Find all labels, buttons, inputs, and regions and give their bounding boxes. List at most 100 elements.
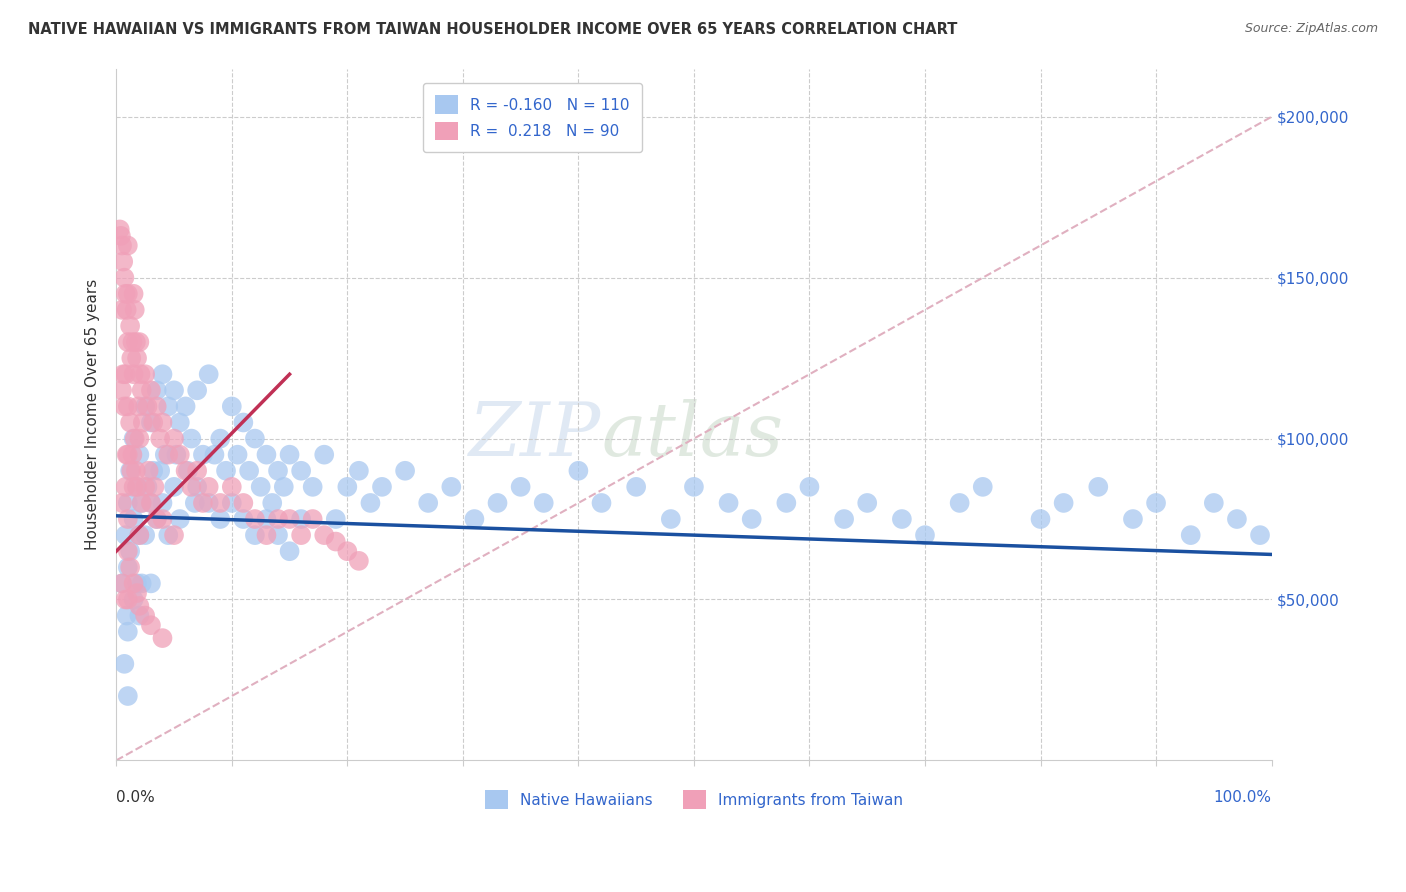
Point [112, 368, 135, 382]
Point [117, 512, 139, 526]
Point [180, 432, 202, 446]
Point [972, 480, 994, 494]
Point [117, 689, 139, 703]
Point [191, 496, 214, 510]
Point [132, 416, 155, 430]
Point [336, 480, 359, 494]
Point [394, 464, 416, 478]
Point [1122, 512, 1144, 526]
Point [134, 400, 156, 414]
Point [125, 586, 148, 600]
Point [336, 544, 359, 558]
Text: Source: ZipAtlas.com: Source: ZipAtlas.com [1244, 22, 1378, 36]
Point [128, 334, 150, 349]
Point [110, 228, 132, 243]
Text: atlas: atlas [602, 399, 783, 472]
Point [290, 464, 312, 478]
Point [128, 599, 150, 613]
Point [856, 496, 879, 510]
Point [157, 448, 180, 462]
Point [139, 618, 162, 632]
Point [463, 512, 485, 526]
Point [209, 512, 232, 526]
Point [180, 480, 202, 494]
Point [128, 448, 150, 462]
Point [799, 480, 821, 494]
Point [115, 302, 138, 317]
Point [914, 528, 936, 542]
Point [163, 480, 186, 494]
Point [117, 238, 139, 252]
Point [131, 384, 153, 398]
Point [290, 528, 312, 542]
Point [186, 384, 208, 398]
Point [117, 286, 139, 301]
Point [125, 334, 148, 349]
Point [134, 368, 156, 382]
Point [139, 496, 162, 510]
Point [139, 416, 162, 430]
Point [359, 496, 381, 510]
Point [125, 480, 148, 494]
Point [591, 496, 613, 510]
Point [440, 480, 463, 494]
Point [314, 528, 336, 542]
Point [124, 432, 146, 446]
Point [683, 480, 706, 494]
Point [197, 480, 219, 494]
Point [111, 496, 134, 510]
Point [174, 400, 197, 414]
Point [177, 464, 200, 478]
Point [186, 464, 208, 478]
Point [153, 448, 176, 462]
Point [145, 384, 167, 398]
Point [256, 512, 278, 526]
Point [125, 351, 148, 365]
Point [325, 534, 347, 549]
Point [347, 554, 370, 568]
Point [120, 416, 142, 430]
Point [120, 464, 142, 478]
Point [486, 496, 509, 510]
Point [1180, 528, 1202, 542]
Point [1052, 496, 1074, 510]
Point [221, 400, 243, 414]
Point [111, 384, 134, 398]
Point [121, 334, 143, 349]
Point [741, 512, 763, 526]
Point [1144, 496, 1167, 510]
Point [120, 464, 142, 478]
Legend: Native Hawaiians, Immigrants from Taiwan: Native Hawaiians, Immigrants from Taiwan [478, 784, 910, 815]
Point [267, 464, 290, 478]
Point [243, 528, 266, 542]
Point [114, 592, 136, 607]
Point [152, 368, 174, 382]
Point [169, 512, 191, 526]
Point [129, 368, 152, 382]
Point [122, 480, 145, 494]
Point [117, 544, 139, 558]
Point [122, 286, 145, 301]
Point [128, 528, 150, 542]
Point [717, 496, 740, 510]
Text: 0.0%: 0.0% [117, 790, 155, 805]
Point [209, 496, 232, 510]
Point [114, 528, 136, 542]
Point [1202, 496, 1225, 510]
Point [232, 416, 254, 430]
Point [301, 480, 323, 494]
Point [125, 464, 148, 478]
Point [112, 400, 135, 414]
Point [347, 464, 370, 478]
Point [128, 528, 150, 542]
Point [131, 496, 153, 510]
Point [169, 448, 191, 462]
Y-axis label: Householder Income Over 65 years: Householder Income Over 65 years [86, 279, 100, 550]
Point [121, 448, 143, 462]
Point [127, 400, 149, 414]
Point [152, 512, 174, 526]
Point [115, 608, 138, 623]
Point [152, 631, 174, 645]
Point [149, 464, 172, 478]
Point [418, 496, 440, 510]
